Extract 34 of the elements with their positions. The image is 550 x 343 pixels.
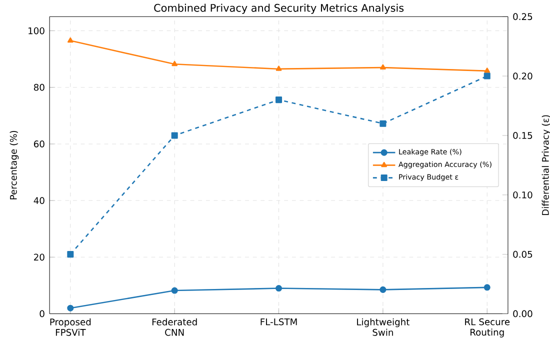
y-tick-label: 0: [40, 310, 44, 318]
point: [484, 284, 490, 291]
point: [276, 66, 282, 71]
y2-tick-label: 0.00: [513, 310, 532, 318]
chart-title: Combined Privacy and Security Metrics Analysis: [154, 4, 404, 14]
y-tick-label: 40: [34, 197, 44, 204]
y-tick-label: 100: [28, 27, 44, 34]
x-tick-label: Federated CNN: [152, 318, 197, 336]
point: [67, 304, 74, 312]
x-tick-label: Proposed FPSViT: [50, 318, 91, 336]
point: [380, 286, 386, 293]
y2-tick-label: 0.20: [513, 72, 532, 80]
y-axis-title: Percentage (%): [10, 130, 19, 200]
point: [67, 251, 74, 258]
point: [172, 60, 178, 66]
point: [171, 287, 178, 294]
y2-tick-label: 0.10: [513, 191, 532, 198]
y2-tick-label: 0.25: [513, 13, 532, 20]
y2-tick-label: 0.15: [513, 132, 532, 139]
point: [484, 68, 490, 73]
x-tick-label: FL-LSTM: [260, 318, 297, 326]
point: [276, 96, 282, 104]
y-tick-label: 20: [34, 254, 44, 261]
point: [380, 120, 386, 127]
y-tick-label: 60: [34, 140, 44, 148]
point: [171, 132, 178, 139]
point: [380, 64, 386, 70]
x-tick-label: RL Secure Routing: [465, 318, 510, 338]
point: [484, 72, 490, 80]
point: [276, 284, 282, 292]
point: [68, 37, 74, 43]
x-tick-label: Lightweight Swin: [357, 318, 410, 336]
y-tick-label: 80: [34, 84, 44, 91]
y2-tick-label: 0.05: [513, 250, 532, 258]
